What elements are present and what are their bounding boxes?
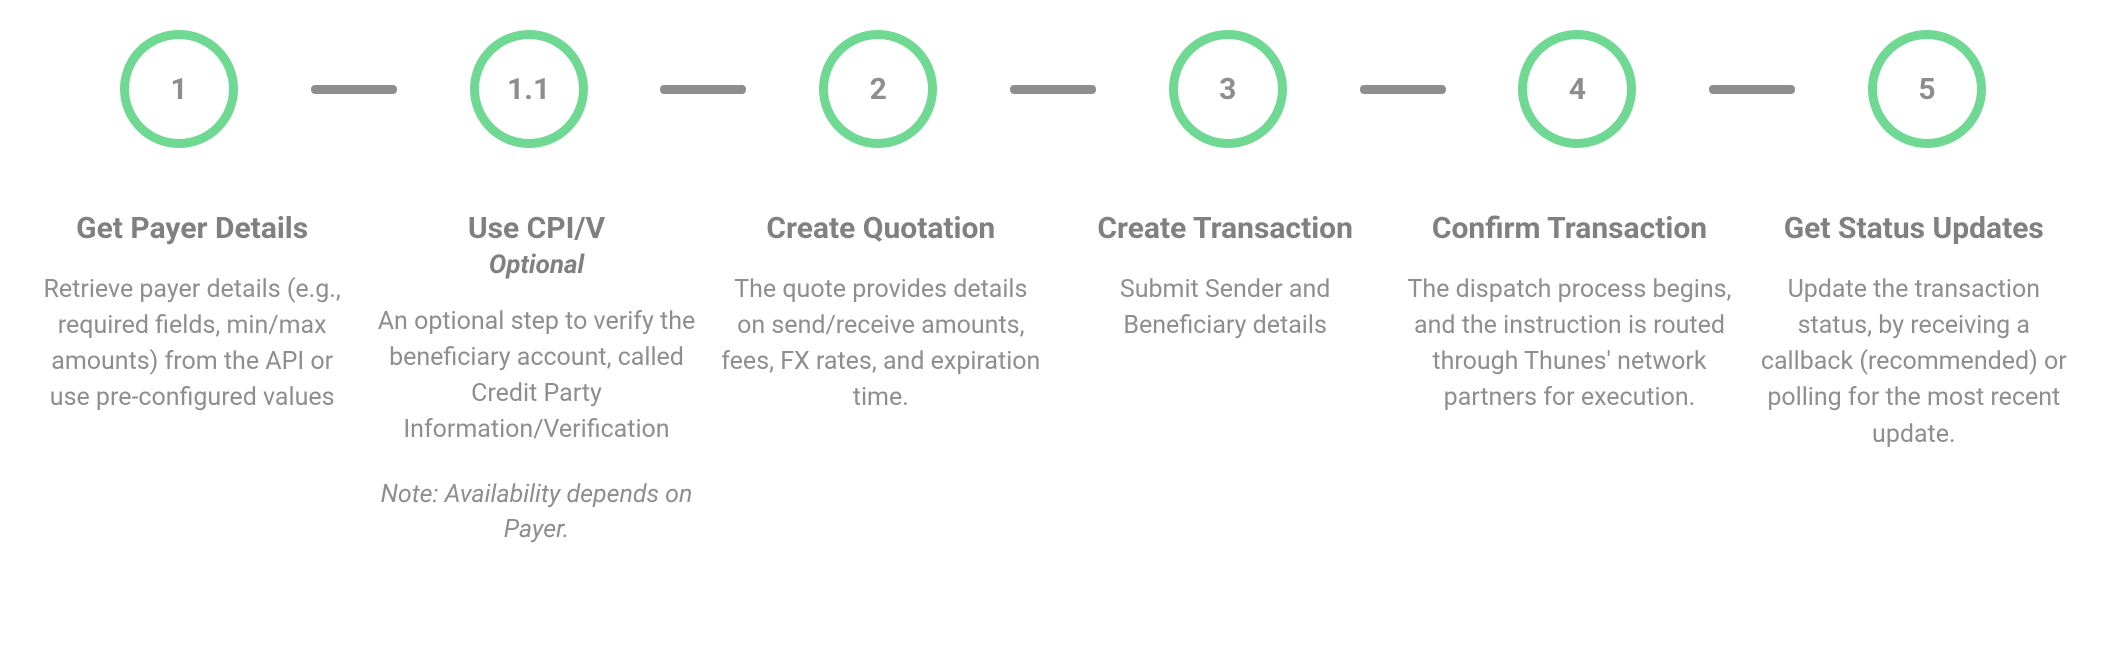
step-description: The dispatch process begins, and the ins… bbox=[1407, 272, 1731, 417]
connector bbox=[311, 85, 397, 94]
step-title: Get Status Updates bbox=[1752, 210, 2076, 248]
step-text-4: Confirm Transaction The dispatch process… bbox=[1397, 210, 1741, 547]
step-description: An optional step to verify the beneficia… bbox=[374, 304, 698, 449]
step-circle-2: 2 bbox=[819, 30, 937, 148]
step-circle-1: 1 bbox=[120, 30, 238, 148]
step-title: Confirm Transaction bbox=[1407, 210, 1731, 248]
step-circle-4: 4 bbox=[1518, 30, 1636, 148]
step-description: Submit Sender and Beneficiary details bbox=[1063, 272, 1387, 345]
step-title: Create Transaction bbox=[1063, 210, 1387, 248]
step-description: The quote provides details on send/recei… bbox=[719, 272, 1043, 417]
connector bbox=[1010, 85, 1096, 94]
step-number: 1.1 bbox=[507, 72, 550, 107]
step-number: 5 bbox=[1918, 72, 1935, 107]
step-number: 3 bbox=[1219, 72, 1236, 107]
step-subtitle: Optional bbox=[374, 250, 698, 280]
step-circle-3: 3 bbox=[1169, 30, 1287, 148]
step-text-1-1: Use CPI/V Optional An optional step to v… bbox=[364, 210, 708, 547]
step-note: Note: Availability depends on Payer. bbox=[374, 477, 698, 547]
step-number: 2 bbox=[870, 72, 887, 107]
connector bbox=[1360, 85, 1446, 94]
step-title: Create Quotation bbox=[719, 210, 1043, 248]
step-text-3: Create Transaction Submit Sender and Ben… bbox=[1053, 210, 1397, 547]
step-description: Update the transaction status, by receiv… bbox=[1752, 272, 2076, 453]
texts-row: Get Payer Details Retrieve payer details… bbox=[10, 210, 2096, 547]
process-flow-container: 1 1.1 2 3 4 5 Get Payer Details Retrieve… bbox=[0, 0, 2106, 547]
circles-row: 1 1.1 2 3 4 5 bbox=[10, 30, 2096, 148]
step-circle-5: 5 bbox=[1868, 30, 1986, 148]
step-number: 4 bbox=[1569, 72, 1586, 107]
step-circle-1-1: 1.1 bbox=[470, 30, 588, 148]
step-title: Use CPI/V bbox=[374, 210, 698, 248]
step-text-2: Create Quotation The quote provides deta… bbox=[709, 210, 1053, 547]
step-title: Get Payer Details bbox=[30, 210, 354, 248]
step-description: Retrieve payer details (e.g., required f… bbox=[30, 272, 354, 417]
step-number: 1 bbox=[170, 72, 187, 107]
step-text-1: Get Payer Details Retrieve payer details… bbox=[20, 210, 364, 547]
connector bbox=[660, 85, 746, 94]
connector bbox=[1709, 85, 1795, 94]
step-text-5: Get Status Updates Update the transactio… bbox=[1742, 210, 2086, 547]
